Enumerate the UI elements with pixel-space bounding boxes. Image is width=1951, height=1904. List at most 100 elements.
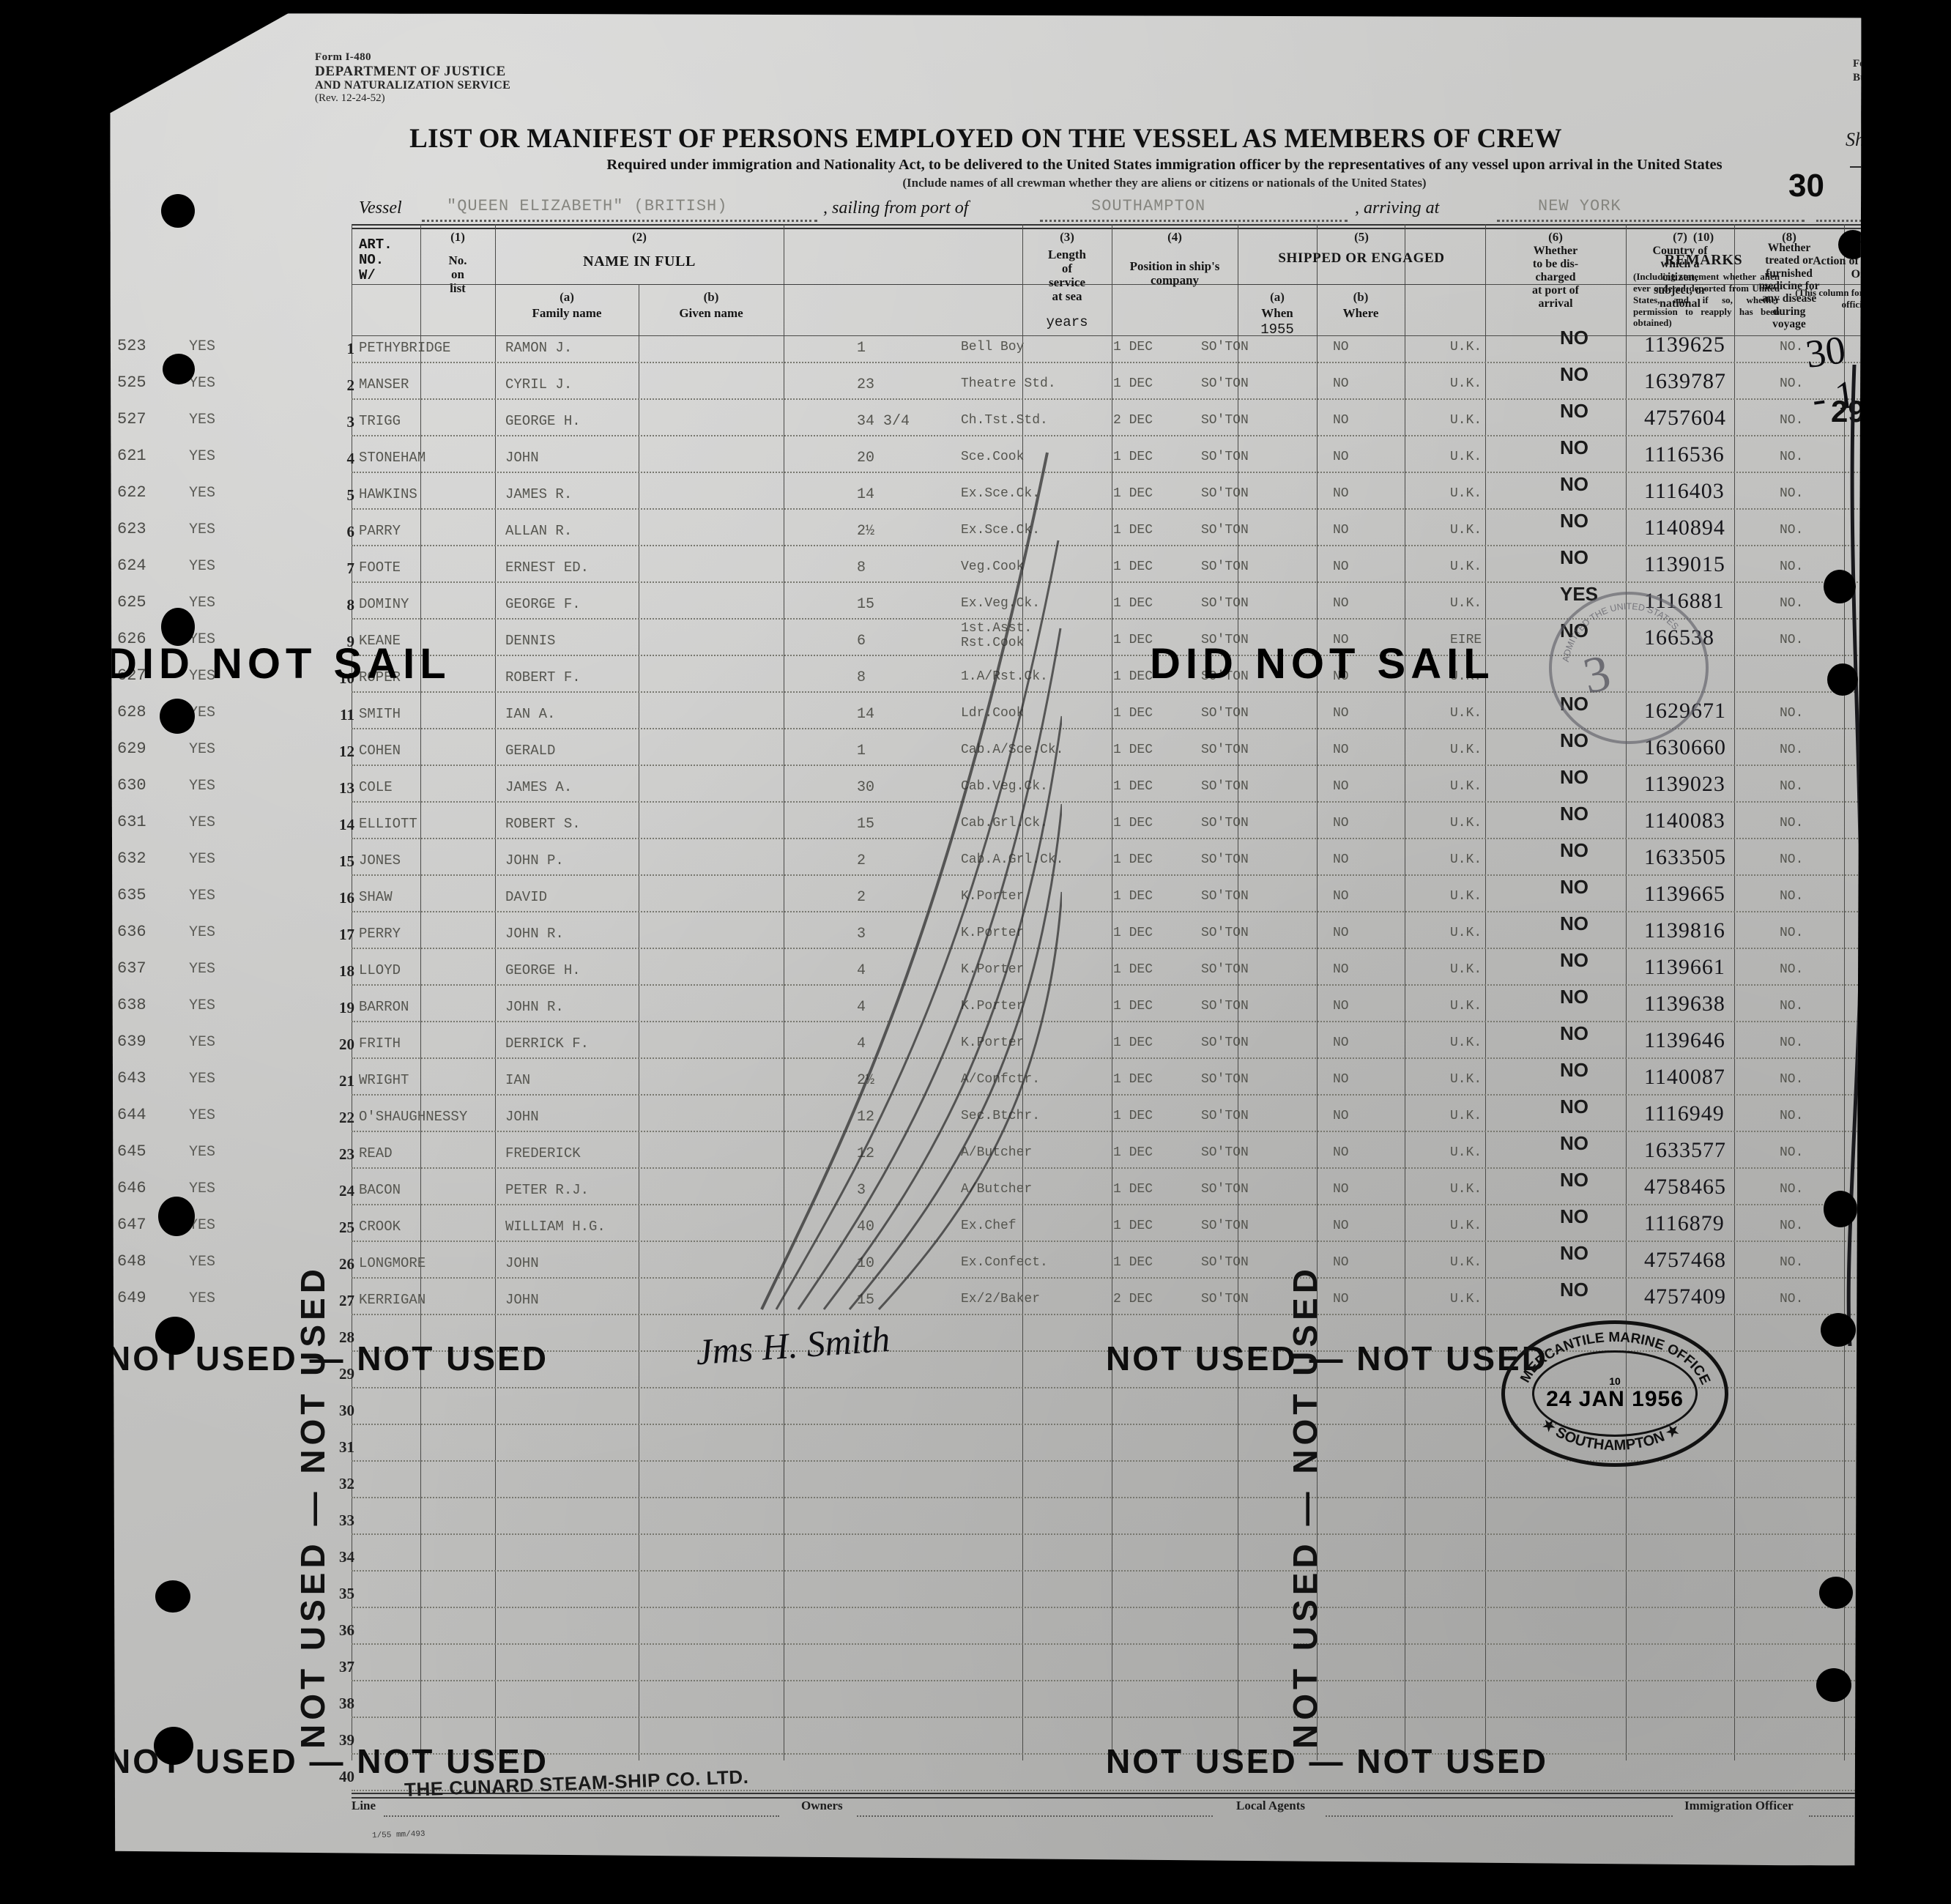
arriving-port-value: NEW YORK	[1538, 197, 1621, 215]
cell-serial-number: 1116879	[1644, 1211, 1725, 1235]
cell-shipped-when: 1 DEC	[1113, 816, 1153, 830]
cell-shipped-where: SO'TON	[1201, 816, 1249, 830]
seal-arc-text: MERCANTILE MARINE OFFICE ★ SOUTHAMPTON ★	[1517, 1330, 1713, 1454]
cell-no-on-list-blank: 38	[339, 1695, 354, 1712]
table-bottom-rule	[352, 1793, 1862, 1794]
cell-no-on-list: 19	[339, 999, 354, 1016]
cell-discharge: NO	[1333, 706, 1349, 721]
sheet-number-value: 31	[1920, 97, 1951, 153]
cell-position: 1.A/Rst.Ck.	[961, 669, 1048, 684]
footer-line-label: Line	[352, 1799, 376, 1812]
cell-family-name: FOOTE	[359, 559, 401, 576]
cell-no-on-list: 27	[339, 1292, 354, 1309]
table-row-rule	[352, 874, 1862, 876]
cell-article-number: 630	[117, 776, 146, 795]
punch-hole	[1821, 1313, 1856, 1347]
stamp-not-used-vertical-left: NOT USED — NOT USED	[294, 1265, 332, 1749]
cell-remarks: NO.	[1780, 486, 1804, 501]
cell-medicine: NO	[1560, 546, 1588, 568]
table-row-rule	[352, 618, 1862, 620]
cell-w-flag: YES	[189, 375, 216, 392]
cell-article-number: 624	[117, 557, 146, 575]
cell-country: U.K.	[1450, 1145, 1482, 1160]
cell-w-flag: YES	[189, 668, 216, 685]
column-number-1: (1)	[450, 230, 465, 244]
cell-no-on-list: 4	[346, 450, 355, 467]
cell-country: U.K.	[1450, 1255, 1482, 1270]
cell-discharge: NO	[1333, 962, 1349, 977]
cell-article-number: 626	[117, 630, 146, 648]
table-row-rule	[352, 1350, 1862, 1352]
cell-no-on-list: 13	[339, 779, 354, 797]
cell-serial-number: 4757604	[1644, 406, 1726, 430]
cell-article-number: 631	[117, 813, 146, 831]
column-number-10: (10)	[1692, 230, 1714, 244]
cell-family-name: BARRON	[359, 999, 409, 1015]
cell-remarks: NO.	[1780, 1219, 1804, 1233]
cell-medicine: NO	[1560, 1242, 1588, 1264]
column-header-remarks: REMARKS	[1664, 252, 1743, 268]
cell-country: U.K.	[1450, 816, 1482, 830]
cell-shipped-where: SO'TON	[1201, 962, 1249, 977]
cell-given-name: GEORGE F.	[505, 596, 581, 612]
cell-shipped-when: 1 DEC	[1113, 1145, 1153, 1160]
cell-discharge: NO	[1333, 376, 1349, 391]
table-row-rule	[352, 581, 1862, 583]
cell-remarks: NO.	[1780, 340, 1804, 354]
cell-serial-number: 1116536	[1644, 442, 1725, 466]
cell-given-name: JOHN	[505, 450, 539, 466]
cell-w-flag: YES	[189, 814, 216, 831]
cell-no-on-list: 24	[339, 1182, 354, 1200]
cell-remarks: NO.	[1780, 523, 1804, 538]
stamp-not-used-top-right: NOT USED — NOT USED	[1106, 1339, 1548, 1377]
cell-discharge: NO	[1333, 1072, 1349, 1087]
cell-given-name: ERNEST ED.	[505, 559, 590, 576]
cell-shipped-where: SO'TON	[1201, 999, 1249, 1014]
form-revision: (Rev. 12-24-52)	[315, 92, 385, 104]
cell-given-name: JAMES R.	[505, 486, 573, 502]
footer-print-code: 1/55 mm/493	[371, 1829, 425, 1841]
cell-remarks: NO.	[1780, 962, 1804, 977]
cell-serial-number: 4758465	[1644, 1175, 1726, 1199]
cell-serial-number: 1139023	[1644, 772, 1725, 796]
cell-position: Ex.Veg.Ck.	[961, 596, 1041, 611]
vessel-rule	[422, 219, 817, 222]
table-row-rule	[352, 508, 1862, 510]
form-subtitle: Required under immigration and Nationali…	[606, 157, 1723, 173]
column-header-when-year: 1955	[1260, 321, 1294, 338]
cell-years-at-sea: 2½	[857, 523, 875, 540]
stamp-did-not-sail-right: DID NOT SAIL	[1150, 640, 1495, 688]
column-header-where: Where	[1342, 306, 1379, 320]
cell-article-number: 646	[117, 1179, 146, 1197]
cell-shipped-where: SO'TON	[1201, 450, 1249, 464]
immigration-ink-stamp: ADMITTED THE UNITED STATES 3	[1549, 592, 1709, 744]
cell-years-at-sea: 15	[857, 816, 875, 833]
cell-given-name: JOHN R.	[505, 999, 564, 1015]
cell-serial-number: 1139638	[1644, 992, 1725, 1016]
cell-family-name: ROPER	[359, 669, 401, 685]
cell-shipped-where: SO'TON	[1201, 1145, 1249, 1160]
table-row-rule	[352, 1790, 1862, 1791]
cell-country: U.K.	[1450, 450, 1482, 464]
cell-family-name: SMITH	[359, 706, 401, 722]
punch-hole	[163, 354, 195, 384]
cell-position: Theatre Std.	[961, 376, 1056, 391]
footer-owners-label: Owners	[801, 1799, 843, 1812]
cell-country: U.K.	[1450, 1292, 1482, 1306]
cell-w-flag: YES	[189, 997, 216, 1014]
cell-shipped-where: SO'TON	[1201, 340, 1249, 354]
column-number-2b: (b)	[703, 290, 719, 304]
cell-given-name: DERRICK F.	[505, 1035, 590, 1052]
table-row-rule	[352, 1131, 1862, 1132]
cell-country: U.K.	[1450, 669, 1482, 684]
table-row-rule	[352, 1094, 1862, 1096]
cell-country: U.K.	[1450, 596, 1482, 611]
punch-hole	[155, 1317, 195, 1355]
cell-no-on-list: 1	[346, 340, 355, 357]
svg-text:MERCANTILE MARINE OFFICE: MERCANTILE MARINE OFFICE	[1517, 1330, 1713, 1387]
cell-no-on-list-blank: 40	[339, 1768, 354, 1785]
cell-shipped-where: SO'TON	[1201, 779, 1249, 794]
cell-remarks: NO.	[1780, 413, 1804, 428]
voyage-line: Vessel "QUEEN ELIZABETH" (BRITISH) , sai…	[359, 168, 1862, 223]
cell-position: Veg.Cook	[961, 559, 1025, 574]
